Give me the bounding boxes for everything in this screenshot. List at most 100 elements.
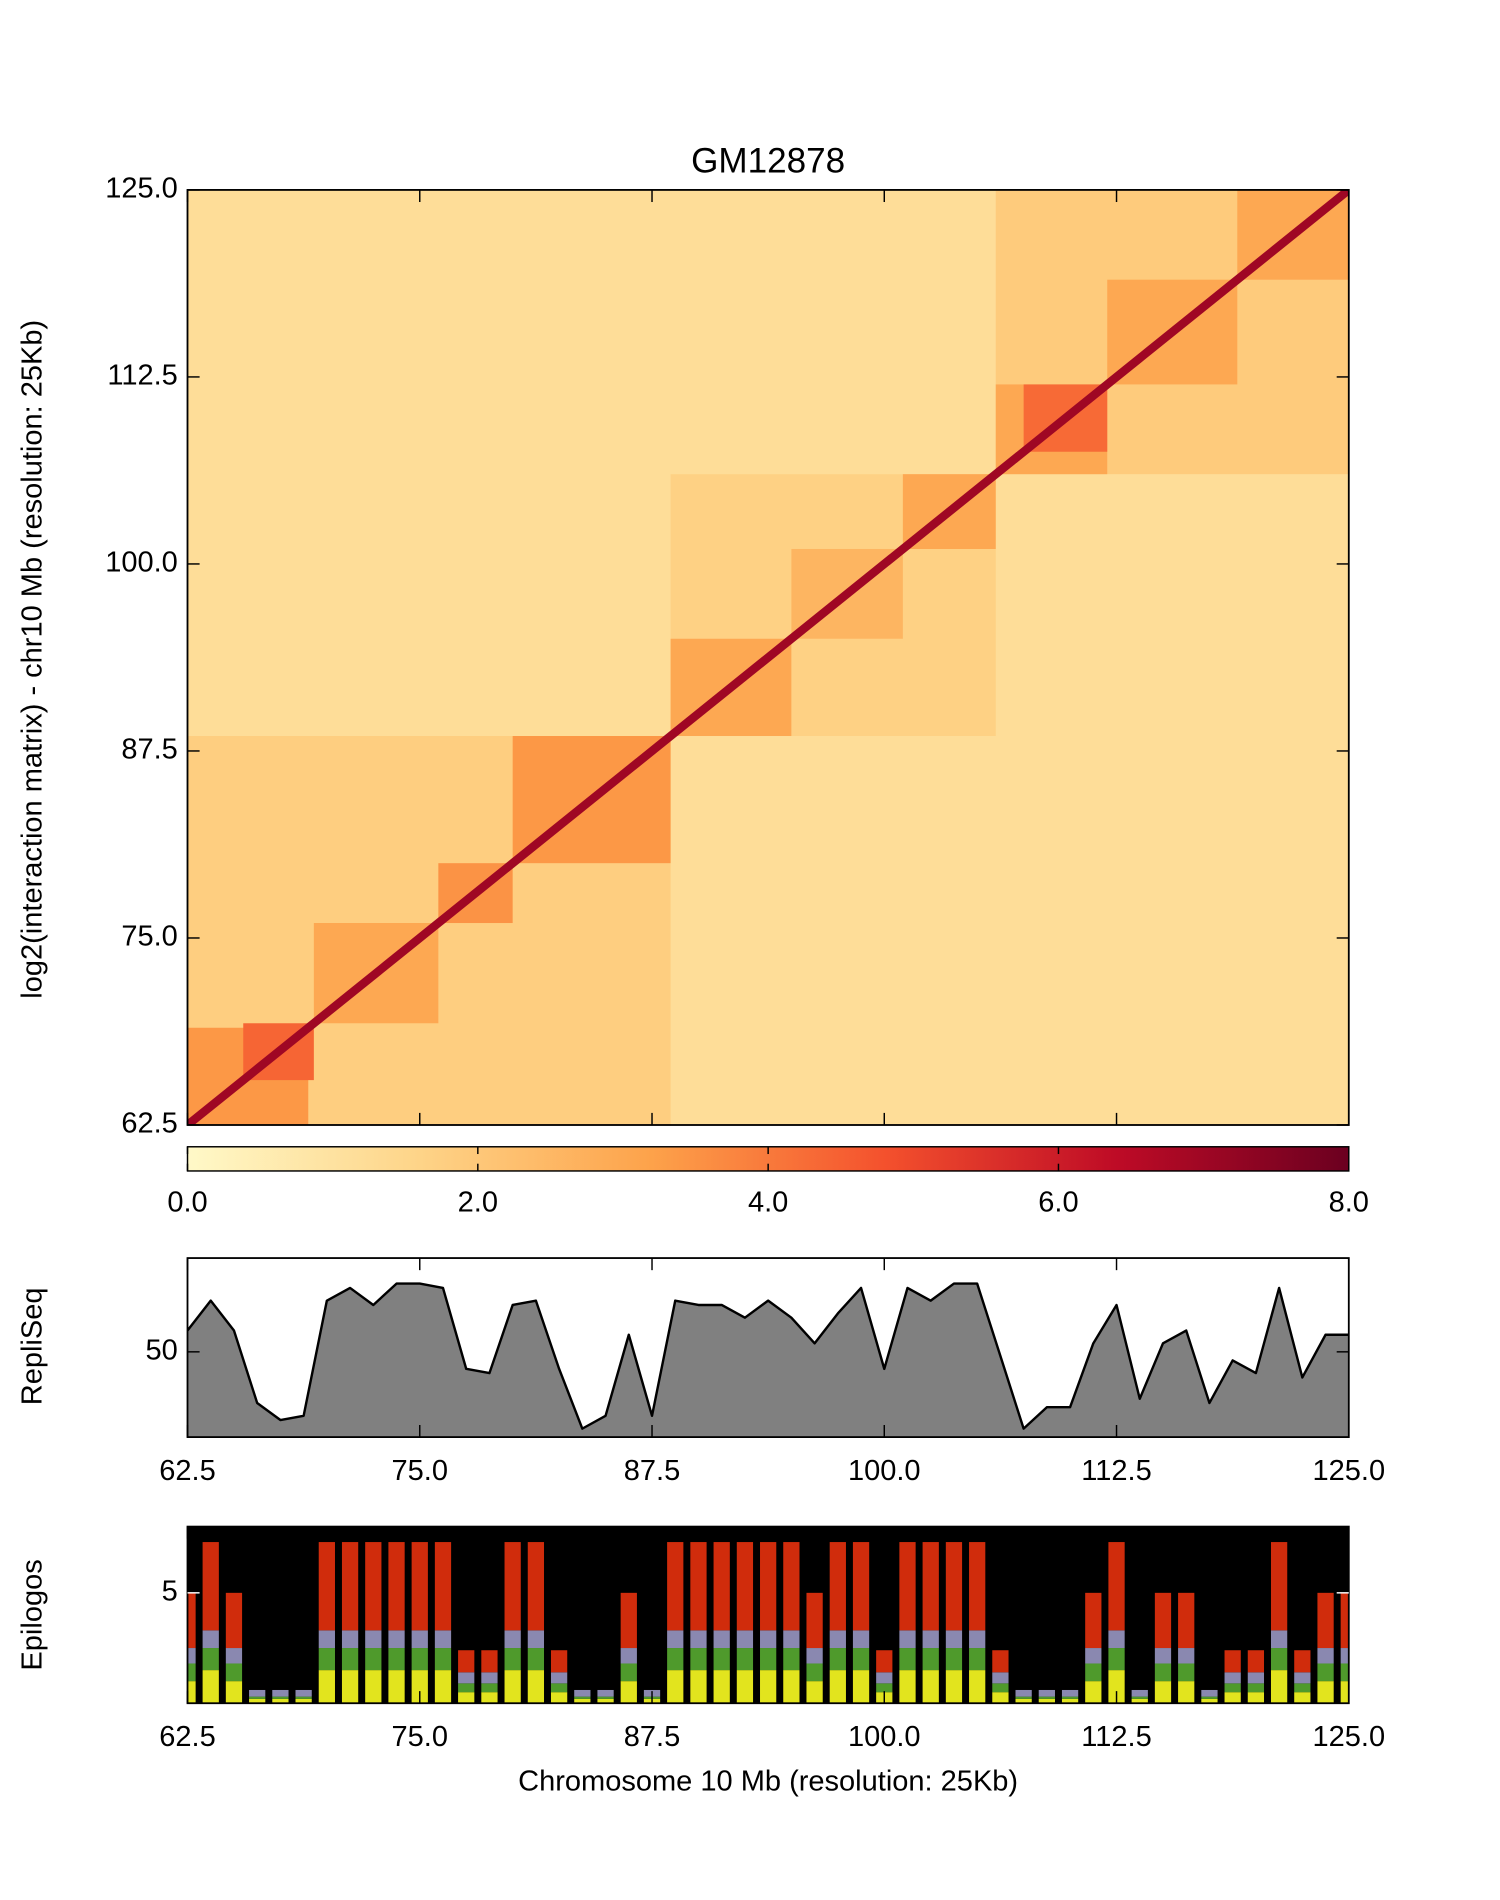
x-tick-label: 62.5: [159, 1455, 215, 1487]
bar-segment: [760, 1670, 777, 1704]
bar-segment: [690, 1630, 707, 1649]
bar-segment: [1108, 1670, 1125, 1704]
bar-segment: [620, 1592, 637, 1649]
colorbar-tick-label: 4.0: [748, 1186, 788, 1218]
bar-segment: [760, 1630, 777, 1649]
bar-segment: [1108, 1648, 1125, 1671]
bar-segment: [1154, 1592, 1172, 1649]
bar-segment: [1294, 1672, 1311, 1684]
bar-segment: [1015, 1698, 1032, 1704]
bar-segment: [458, 1672, 475, 1684]
bar-segment: [1061, 1696, 1079, 1699]
bar-segment: [574, 1698, 591, 1704]
bar-segment: [411, 1542, 428, 1631]
x-tick-label: 112.5: [1081, 1721, 1151, 1753]
bar-segment: [1061, 1698, 1079, 1704]
bar-segment: [1270, 1648, 1288, 1671]
y-tick-label: 50: [146, 1335, 178, 1367]
bar-segment: [341, 1670, 359, 1704]
bar-segment: [1108, 1542, 1125, 1631]
bar-segment: [1340, 1592, 1349, 1649]
bar-segment: [365, 1670, 382, 1704]
y-tick-label: 5: [162, 1576, 178, 1608]
bar-segment: [1015, 1689, 1032, 1697]
bar-segment: [922, 1670, 939, 1704]
bar-segment: [945, 1670, 963, 1704]
bar-segment: [1178, 1592, 1195, 1649]
bar-segment: [922, 1630, 939, 1649]
bar-segment: [667, 1670, 684, 1704]
bar-segment: [1178, 1663, 1195, 1682]
bar-segment: [992, 1692, 1009, 1704]
bar-segment: [1085, 1648, 1102, 1664]
bar-segment: [1247, 1672, 1265, 1684]
bar-segment: [411, 1670, 428, 1704]
bar-segment: [1294, 1692, 1311, 1704]
bar-segment: [667, 1648, 684, 1671]
bar-segment: [1317, 1681, 1334, 1704]
bar-segment: [1154, 1648, 1172, 1664]
bar-segment: [922, 1542, 939, 1631]
y-axis-label: log2(interaction matrix) - chr10 Mb (res…: [17, 320, 49, 999]
bar-segment: [527, 1542, 545, 1631]
bar-segment: [690, 1648, 707, 1671]
colorbar-tick-label: 6.0: [1038, 1186, 1078, 1218]
plot-frame: [186, 1257, 1350, 1439]
bar-segment: [992, 1650, 1009, 1673]
bar-segment: [806, 1648, 823, 1664]
bar-segment: [272, 1689, 289, 1697]
bar-segment: [550, 1650, 568, 1673]
bar-segment: [829, 1670, 846, 1704]
bar-segment: [783, 1670, 800, 1704]
x-tick-label: 112.5: [1081, 1455, 1151, 1487]
bar-segment: [1247, 1650, 1265, 1673]
bar-segment: [597, 1698, 614, 1704]
bar-segment: [1201, 1698, 1218, 1704]
bar-segment: [574, 1689, 591, 1697]
bar-segment: [1294, 1683, 1311, 1693]
bar-segment: [574, 1696, 591, 1699]
bar-segment: [899, 1670, 916, 1704]
bar-segment: [806, 1663, 823, 1682]
bar-segment: [1317, 1663, 1334, 1682]
bar-segment: [736, 1542, 754, 1631]
x-tick-label: 75.0: [392, 1721, 448, 1753]
bar-segment: [736, 1648, 754, 1671]
bar-segment: [783, 1630, 800, 1649]
bar-segment: [713, 1670, 730, 1704]
bar-segment: [806, 1592, 823, 1649]
bar-segment: [187, 1592, 196, 1649]
bar-segment: [969, 1648, 986, 1671]
bar-segment: [1340, 1663, 1349, 1682]
bar-segment: [318, 1542, 335, 1631]
bar-segment: [341, 1542, 359, 1631]
bar-segment: [992, 1672, 1009, 1684]
bar-segment: [876, 1650, 893, 1673]
bar-segment: [1340, 1648, 1349, 1664]
bar-segment: [434, 1670, 452, 1704]
colorbar-tick-label: 2.0: [458, 1186, 498, 1218]
x-tick-label: 125.0: [1312, 1455, 1385, 1487]
bar-segment: [876, 1683, 893, 1693]
x-tick-label: 87.5: [624, 1721, 680, 1753]
bar-segment: [202, 1542, 219, 1631]
bar-segment: [458, 1683, 475, 1693]
bar-segment: [481, 1650, 498, 1673]
plot-frame: [186, 189, 1350, 1126]
x-tick-label: 100.0: [848, 1455, 921, 1487]
bar-segment: [318, 1648, 335, 1671]
y-tick-label: 100.0: [105, 547, 178, 579]
y-tick-label: 112.5: [107, 360, 177, 392]
bar-segment: [829, 1542, 846, 1631]
bar-segment: [1224, 1683, 1241, 1693]
y-tick-label: 75.0: [121, 921, 177, 953]
x-tick-label: 87.5: [624, 1455, 680, 1487]
x-tick-label: 75.0: [392, 1455, 448, 1487]
bar-segment: [388, 1630, 405, 1649]
area-outline: [187, 1282, 1349, 1430]
bar-segment: [365, 1630, 382, 1649]
bar-segment: [899, 1648, 916, 1671]
bar-segment: [458, 1692, 475, 1704]
